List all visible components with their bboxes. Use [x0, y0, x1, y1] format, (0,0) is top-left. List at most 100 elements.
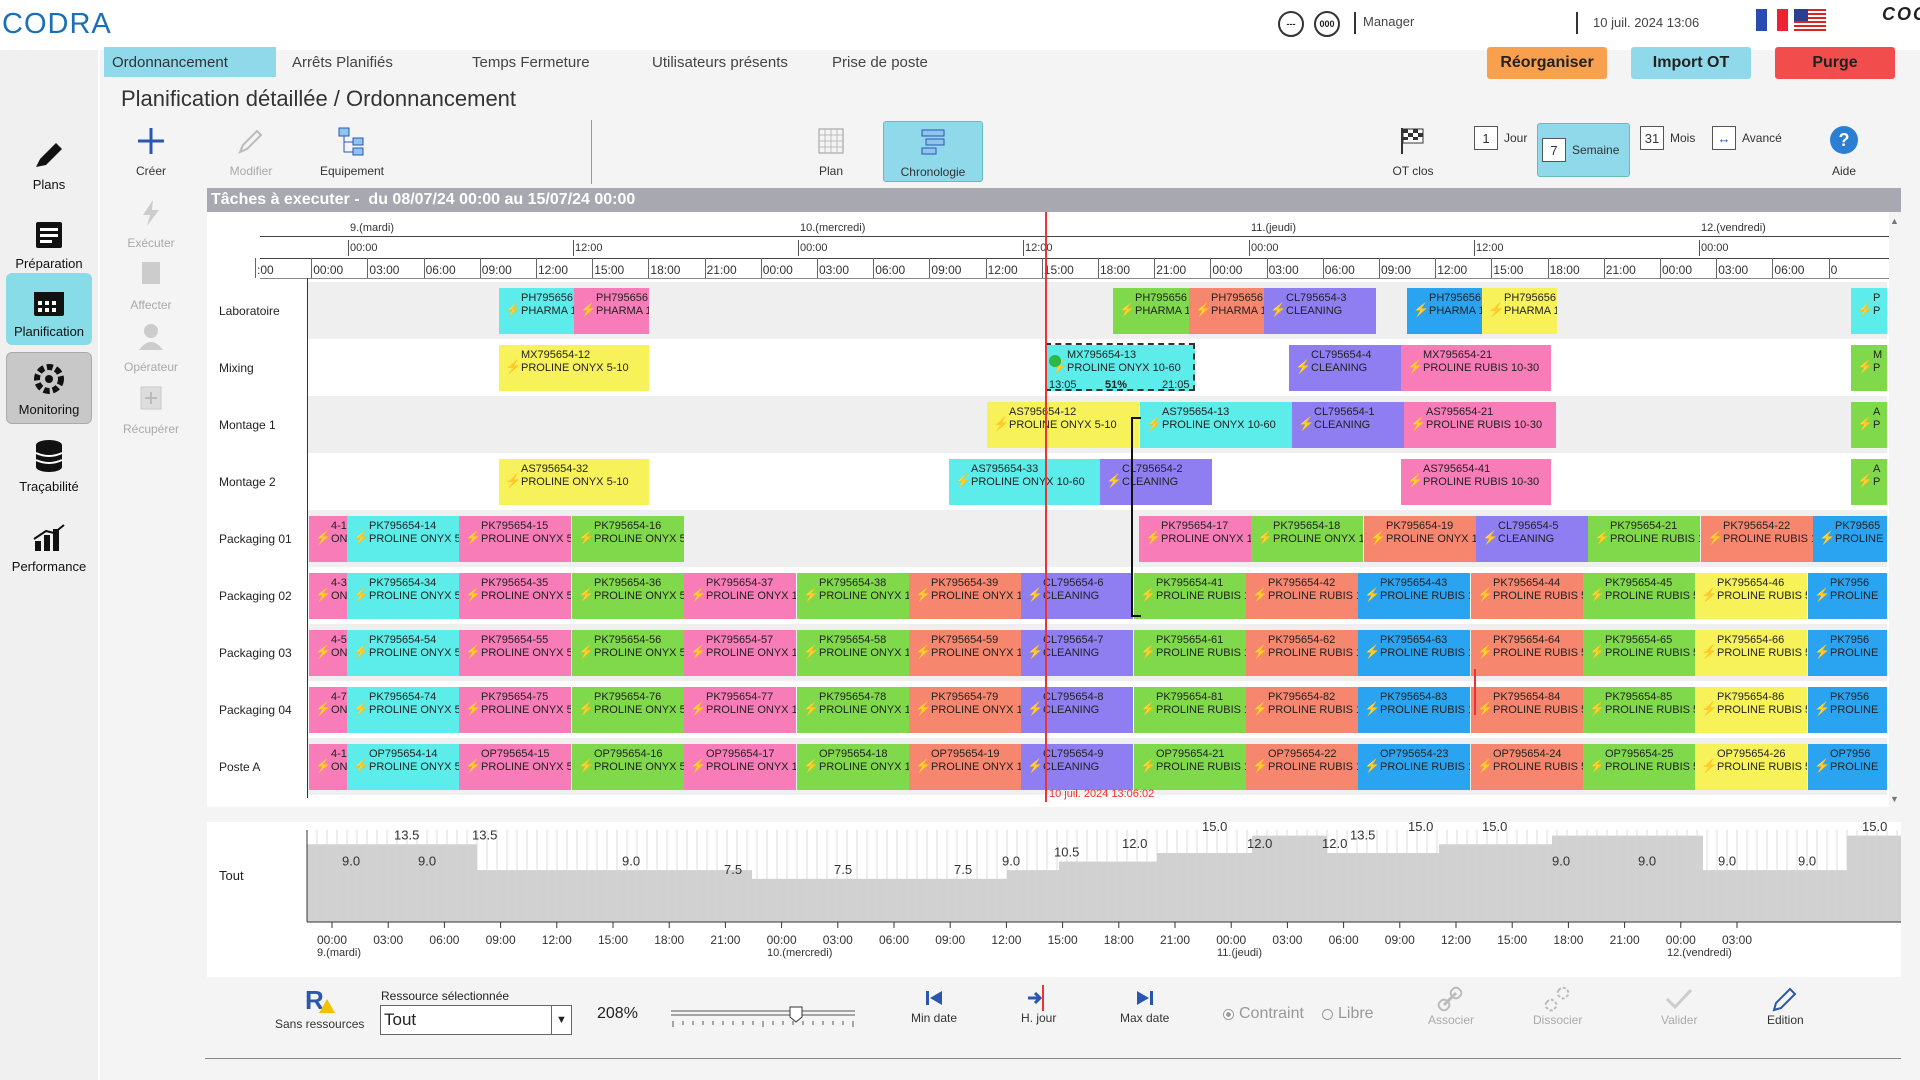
task-bar[interactable]: ⚡ PK795654-46 PROLINE RUBIS 5- — [1695, 573, 1808, 619]
task-bar[interactable]: ⚡ AS795654-13 PROLINE ONYX 10-60 — [1140, 402, 1292, 448]
max-date-button[interactable]: Max date — [1120, 985, 1169, 1025]
plan-view-button[interactable]: Plan — [791, 118, 871, 180]
task-bar[interactable]: ⚡ PH795656 PHARMA 1 — [1189, 288, 1264, 334]
task-bar[interactable]: ⚡ PK795654-42 PROLINE RUBIS 10 — [1246, 573, 1359, 619]
gantt-chart[interactable]: 9.(mardi) 10.(mercredi) 11.(jeudi) 12.(vend… — [207, 212, 1901, 807]
task-bar[interactable]: ⚡ AS795654-12 PROLINE ONYX 5-10 — [987, 402, 1139, 448]
task-bar[interactable]: ⚡ AS795654-21 PROLINE RUBIS 10-30 — [1404, 402, 1556, 448]
scroll-down-icon[interactable]: ▼ — [1890, 794, 1899, 804]
task-bar[interactable]: ⚡ PK795654-77 PROLINE ONYX 10 — [684, 687, 797, 733]
task-bar[interactable]: ⚡ OP795654-17 PROLINE ONYX 10 — [684, 744, 797, 790]
task-bar[interactable]: ⚡ MX795654-21 PROLINE RUBIS 10-30 — [1401, 345, 1551, 391]
task-bar[interactable]: ⚡ PK795654-57 PROLINE ONYX 10 — [684, 630, 797, 676]
task-bar[interactable]: ⚡ OP795654-23 PROLINE RUBIS 10 — [1358, 744, 1471, 790]
creer-button[interactable]: Créer — [111, 118, 191, 180]
task-bar[interactable]: ⚡4-73ONYX 10 — [309, 687, 347, 733]
task-bar[interactable]: ⚡ PK795654-62 PROLINE RUBIS 10 — [1246, 630, 1359, 676]
tab-ordonnancement[interactable]: Ordonnancement — [104, 47, 276, 77]
task-bar[interactable]: ⚡ OP795654-18 PROLINE ONYX 10 — [797, 744, 910, 790]
task-bar[interactable]: ⚡ CL795654-4 CLEANING — [1289, 345, 1401, 391]
task-bar[interactable]: ⚡ A P — [1851, 459, 1887, 505]
task-bar[interactable]: ⚡ CL795654-7 CLEANING — [1021, 630, 1134, 676]
task-bar[interactable]: ⚡ OP795654-15 PROLINE ONYX 5- — [459, 744, 572, 790]
sidebar-item-preparation[interactable]: Préparation — [6, 207, 92, 277]
executer-button[interactable]: Exécuter — [111, 190, 191, 252]
task-bar[interactable]: ⚡ PK795654-35 PROLINE ONYX 5- — [459, 573, 572, 619]
task-bar[interactable]: ⚡ PH795656 PHARMA 1 — [499, 288, 574, 334]
sidebar-item-planification[interactable]: Planification — [6, 273, 92, 345]
task-bar[interactable]: ⚡ PK795654-86 PROLINE RUBIS 5- — [1695, 687, 1808, 733]
zoom-slider[interactable] — [669, 1005, 857, 1027]
period-jour[interactable]: 1 Jour — [1474, 124, 1527, 152]
task-bar[interactable]: ⚡4-13ONYX 10 — [309, 744, 347, 790]
task-bar[interactable]: ⚡ PK795654-61 PROLINE RUBIS 10 — [1134, 630, 1247, 676]
task-bar[interactable]: ⚡ A P — [1851, 402, 1887, 448]
period-semaine[interactable]: 7 Semaine — [1537, 123, 1630, 177]
task-bar[interactable]: ⚡ CL795654-3 CLEANING — [1264, 288, 1376, 334]
edition-button[interactable]: Edition — [1767, 985, 1804, 1027]
scroll-up-icon[interactable]: ▲ — [1890, 216, 1899, 226]
task-bar[interactable]: ⚡4-33ONYX 10 — [309, 573, 347, 619]
radio-libre[interactable]: Libre — [1322, 1005, 1374, 1023]
dissocier-button[interactable]: Dissocier — [1533, 985, 1582, 1027]
modifier-button[interactable]: Modifier — [211, 118, 291, 180]
task-bar[interactable]: ⚡ PK795654-66 PROLINE RUBIS 5- — [1695, 630, 1808, 676]
sidebar-item-monitoring[interactable]: Monitoring — [6, 352, 92, 424]
task-bar[interactable]: ⚡ PK7956 PROLINE — [1808, 573, 1887, 619]
task-bar[interactable]: ⚡ CL795654-5 CLEANING — [1476, 516, 1589, 562]
task-bar[interactable]: ⚡ PK795654-18 PROLINE ONYX 10 — [1251, 516, 1364, 562]
task-bar[interactable]: ⚡ PK795654-64 PROLINE RUBIS 5 — [1471, 630, 1584, 676]
task-bar[interactable]: ⚡ PK795654-17 PROLINE ONYX 10 — [1139, 516, 1252, 562]
ot-clos-button[interactable]: OT clos — [1373, 118, 1453, 180]
task-bar[interactable]: ⚡ PK795654-82 PROLINE RUBIS 10 — [1246, 687, 1359, 733]
h-jour-button[interactable]: H. jour — [1021, 985, 1056, 1025]
aide-button[interactable]: ? Aide — [1804, 118, 1884, 180]
task-bar[interactable]: ⚡ PH795656 PHARMA 1 — [1407, 288, 1482, 334]
task-bar[interactable]: ⚡ OP7956 PROLINE — [1808, 744, 1887, 790]
task-bar[interactable]: ⚡ PK7956 PROLINE — [1808, 630, 1887, 676]
task-bar[interactable]: ⚡ PK795654-39 PROLINE ONYX 10 — [909, 573, 1022, 619]
flag-fr-icon[interactable] — [1756, 9, 1788, 31]
task-bar[interactable]: ⚡4-53ONYX 10 — [309, 630, 347, 676]
task-bar[interactable]: ⚡ PK795654-83 PROLINE RUBIS 10 — [1358, 687, 1471, 733]
task-bar[interactable]: ⚡ AS795654-41 PROLINE RUBIS 10-30 — [1401, 459, 1551, 505]
sidebar-item-tracabilite[interactable]: Traçabilité — [6, 430, 92, 500]
task-bar[interactable]: ⚡ PK79565 PROLINE — [1813, 516, 1887, 562]
task-bar[interactable]: ⚡ PK795654-36 PROLINE ONYX 5- — [572, 573, 685, 619]
task-bar[interactable]: ⚡ PK795654-79 PROLINE ONYX 10 — [909, 687, 1022, 733]
task-bar[interactable]: ⚡ PK795654-37 PROLINE ONYX 10 — [684, 573, 797, 619]
task-bar[interactable]: ⚡ PK795654-81 PROLINE RUBIS 10 — [1134, 687, 1247, 733]
task-bar[interactable]: ⚡ MX795654-13 PROLINE ONYX 10-60 — [1045, 345, 1195, 391]
equipement-button[interactable]: Equipement — [312, 118, 392, 180]
sidebar-item-performance[interactable]: Performance — [6, 510, 92, 580]
chevron-down-icon[interactable]: ▼ — [551, 1006, 571, 1034]
associer-button[interactable]: Associer — [1428, 985, 1474, 1027]
task-bar[interactable]: ⚡ PK795654-22 PROLINE RUBIS 10 — [1701, 516, 1814, 562]
tab-arrets-planifies[interactable]: Arrêts Planifiés — [292, 53, 393, 71]
task-bar[interactable]: ⚡ PK795654-54 PROLINE ONYX 5- — [347, 630, 460, 676]
task-bar[interactable]: ⚡ PK795654-65 PROLINE RUBIS 5 — [1583, 630, 1696, 676]
recuperer-button[interactable]: Récupérer — [111, 376, 191, 438]
purge-button[interactable]: Purge — [1775, 47, 1895, 79]
task-bar[interactable]: ⚡ OP795654-21 PROLINE RUBIS 10 — [1134, 744, 1247, 790]
task-bar[interactable]: ⚡ PH795656 PHARMA 1 — [574, 288, 649, 334]
task-bar[interactable]: ⚡ CL795654-9 CLEANING — [1021, 744, 1134, 790]
task-bar[interactable]: ⚡ PK795654-74 PROLINE ONYX 5- — [347, 687, 460, 733]
task-bar[interactable]: ⚡ PK795654-43 PROLINE RUBIS 10 — [1358, 573, 1471, 619]
task-bar[interactable]: ⚡ OP795654-14 PROLINE ONYX 5- — [347, 744, 460, 790]
affecter-button[interactable]: Affecter — [111, 252, 191, 314]
import-ot-button[interactable]: Import OT — [1631, 47, 1751, 79]
flag-us-icon[interactable] — [1794, 9, 1826, 31]
task-bar[interactable]: ⚡ PK795654-38 PROLINE ONYX 10 — [797, 573, 910, 619]
radio-contraint[interactable]: Contraint — [1223, 1005, 1304, 1023]
task-bar[interactable]: ⚡ PK795654-34 PROLINE ONYX 5- — [347, 573, 460, 619]
task-bar[interactable]: ⚡ PK795654-76 PROLINE ONYX 5- — [572, 687, 685, 733]
task-bar[interactable]: ⚡ OP795654-19 PROLINE ONYX 10 — [909, 744, 1022, 790]
reorganiser-button[interactable]: Réorganiser — [1487, 47, 1607, 79]
min-date-button[interactable]: Min date — [911, 985, 957, 1025]
tab-temps-fermeture[interactable]: Temps Fermeture — [472, 53, 590, 71]
task-bar[interactable]: ⚡ PK795654-85 PROLINE RUBIS 5 — [1583, 687, 1696, 733]
valider-button[interactable]: Valider — [1661, 985, 1697, 1027]
task-bar[interactable]: ⚡ PK795654-21 PROLINE RUBIS 10 — [1588, 516, 1701, 562]
task-bar[interactable]: ⚡ PK795654-15 PROLINE ONYX 5- — [459, 516, 572, 562]
